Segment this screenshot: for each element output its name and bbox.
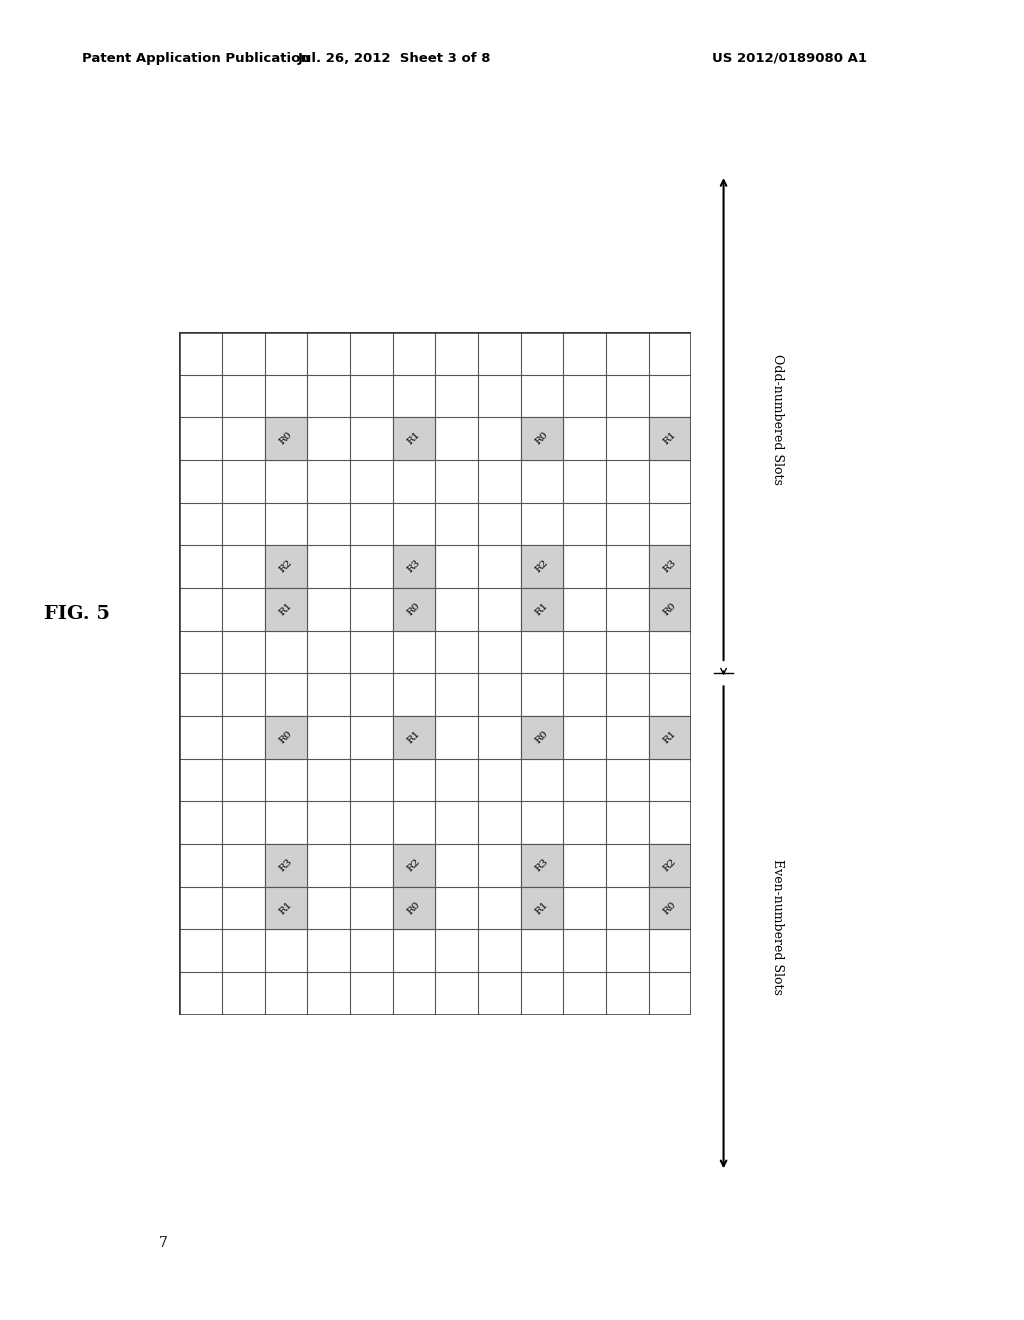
Bar: [648, 417, 691, 459]
Text: R0: R0: [534, 729, 550, 746]
Text: R0: R0: [534, 430, 550, 446]
Text: R1: R1: [278, 601, 294, 618]
Text: Even-numbered Slots: Even-numbered Slots: [771, 859, 784, 995]
Bar: [392, 587, 435, 631]
Text: US 2012/0189080 A1: US 2012/0189080 A1: [712, 51, 866, 65]
Bar: [392, 887, 435, 929]
Bar: [520, 887, 563, 929]
Text: R1: R1: [534, 601, 550, 618]
Text: R2: R2: [534, 558, 550, 574]
Text: R2: R2: [662, 857, 678, 874]
Text: R0: R0: [278, 729, 294, 746]
Text: R1: R1: [406, 430, 422, 446]
Text: R3: R3: [662, 558, 678, 574]
Text: R0: R0: [278, 430, 294, 446]
Bar: [520, 715, 563, 759]
Text: R1: R1: [278, 900, 294, 916]
Text: R2: R2: [278, 558, 294, 574]
Bar: [648, 587, 691, 631]
Text: R0: R0: [406, 900, 422, 916]
Bar: [648, 887, 691, 929]
Text: Jul. 26, 2012  Sheet 3 of 8: Jul. 26, 2012 Sheet 3 of 8: [298, 51, 490, 65]
Bar: [520, 587, 563, 631]
Text: Patent Application Publication: Patent Application Publication: [82, 51, 309, 65]
Text: R1: R1: [662, 729, 678, 746]
Text: R1: R1: [406, 729, 422, 746]
Bar: [648, 715, 691, 759]
Bar: [264, 887, 307, 929]
Text: R1: R1: [662, 430, 678, 446]
Bar: [264, 587, 307, 631]
Bar: [264, 715, 307, 759]
Bar: [392, 545, 435, 587]
Text: Odd-numbered Slots: Odd-numbered Slots: [771, 354, 784, 484]
Bar: [648, 545, 691, 587]
Bar: [520, 545, 563, 587]
Text: R0: R0: [406, 601, 422, 618]
Bar: [264, 417, 307, 459]
Bar: [520, 417, 563, 459]
Bar: [520, 843, 563, 887]
Text: R3: R3: [406, 558, 422, 574]
Text: R1: R1: [534, 900, 550, 916]
Bar: [648, 843, 691, 887]
Text: 7: 7: [159, 1237, 168, 1250]
Text: R0: R0: [662, 601, 678, 618]
Bar: [264, 843, 307, 887]
Text: FIG. 5: FIG. 5: [44, 605, 110, 623]
Bar: [264, 545, 307, 587]
Bar: [392, 843, 435, 887]
Text: R3: R3: [534, 857, 550, 874]
Text: R3: R3: [278, 857, 294, 874]
Bar: [392, 417, 435, 459]
Text: R0: R0: [662, 900, 678, 916]
Text: R2: R2: [406, 857, 422, 874]
Bar: [392, 715, 435, 759]
